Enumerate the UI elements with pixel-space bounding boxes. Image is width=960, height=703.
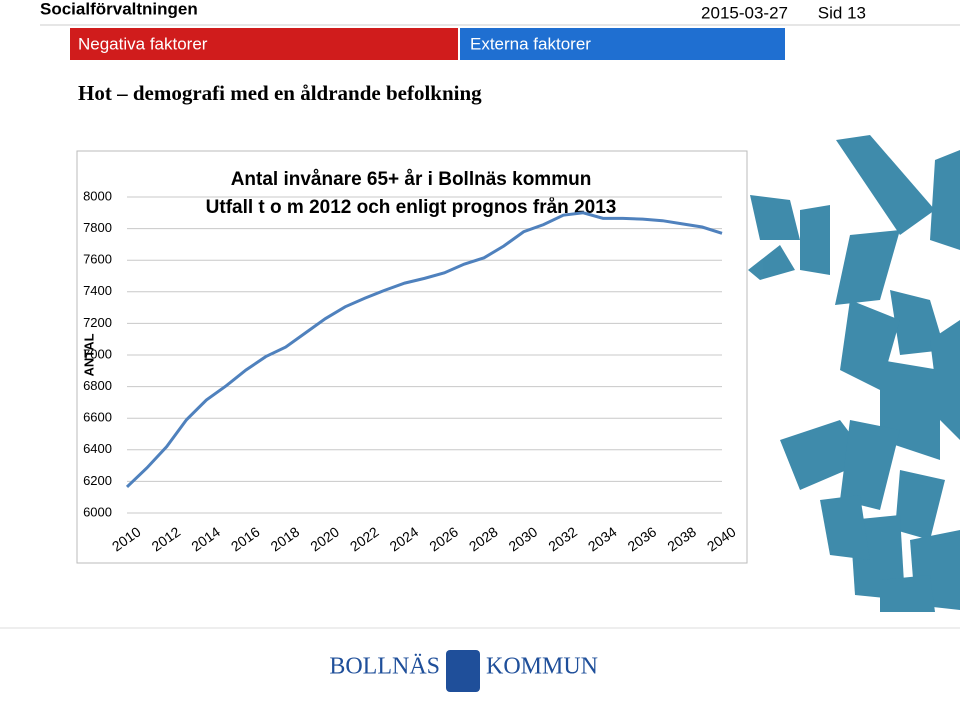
y-tick-label: 6200 (83, 473, 112, 488)
department: Socialförvaltningen (40, 0, 198, 18)
y-tick-label: 6800 (83, 378, 112, 393)
y-tick-label: 7800 (83, 220, 112, 235)
y-tick-label: 7600 (83, 252, 112, 267)
y-tick-label: 7400 (83, 283, 112, 298)
y-tick-label: 6400 (83, 441, 112, 456)
y-tick-label: 7000 (83, 346, 112, 361)
logo-crest (446, 650, 480, 692)
chart-subtitle: Utfall t o m 2012 och enligt prognos frå… (206, 197, 617, 218)
chart-title: Antal invånare 65+ år i Bollnäs kommun (231, 169, 592, 190)
y-axis-label: ANTAL (81, 333, 96, 376)
line-series (125, 211, 723, 489)
tab-negative (70, 28, 458, 60)
date: 2015-03-27 (701, 3, 788, 22)
logo-text: BOLLNÄS (329, 654, 440, 680)
page-number: Sid 13 (818, 3, 866, 22)
decoration (748, 135, 960, 612)
y-tick-label: 8000 (83, 188, 112, 203)
y-tick-label: 7200 (83, 315, 112, 330)
logo-text: KOMMUN (486, 654, 598, 680)
y-tick-label: 6000 (83, 504, 112, 519)
y-tick-label: 6600 (83, 410, 112, 425)
tab-external (460, 28, 785, 60)
tab-label: Externa faktorer (470, 34, 591, 53)
heading: Hot – demografi med en åldrande befolkni… (78, 81, 482, 105)
tab-label: Negativa faktorer (78, 34, 208, 53)
